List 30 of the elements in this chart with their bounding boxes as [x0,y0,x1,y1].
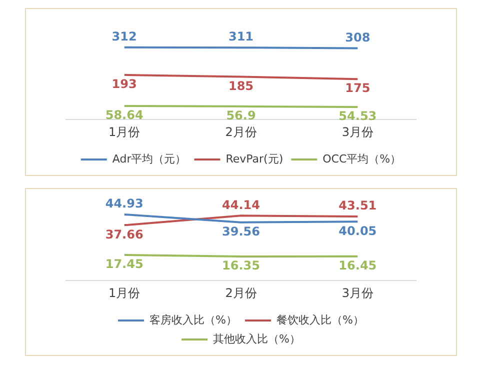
data-label: 39.56 [222,224,260,238]
data-label: 37.66 [105,227,144,242]
data-label: 56.9 [226,108,256,123]
legend-label: OCC平均（%） [322,152,402,166]
x-tick-label: 3月份 [342,124,374,139]
data-label: 16.35 [222,258,260,273]
data-label: 58.64 [105,108,144,122]
x-tick-label: 1月份 [108,124,140,139]
data-label: 193 [112,77,137,92]
legend-label: 客房收入比（%） [150,313,237,326]
data-label: 54.53 [338,109,377,124]
data-label: 185 [228,78,254,93]
legend-label: Adr平均（元） [112,152,186,166]
data-label: 17.45 [105,257,144,272]
data-label: 16.45 [338,258,377,273]
legend-label: RevPar(元) [226,152,284,166]
legend-label: 餐饮收入比（%） [276,313,364,326]
x-tick-label: 3月份 [342,286,374,300]
x-tick-label: 2月份 [225,286,257,300]
data-label: 312 [112,29,137,44]
data-label: 311 [228,30,254,44]
data-label: 43.51 [338,198,377,213]
x-tick-label: 1月份 [108,286,140,300]
legend-label: 其他收入比（%） [213,332,300,346]
data-label: 175 [345,81,370,96]
data-label: 44.93 [105,196,144,211]
data-label: 44.14 [222,198,260,212]
x-tick-label: 2月份 [225,124,257,139]
data-label: 308 [345,30,370,44]
data-label: 40.05 [338,224,377,238]
